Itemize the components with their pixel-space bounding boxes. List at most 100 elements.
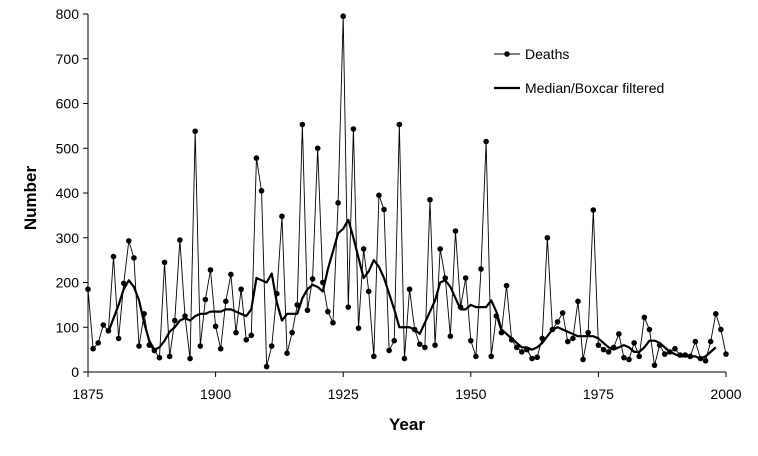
deaths-data-point	[126, 238, 132, 244]
deaths-data-point	[335, 200, 341, 206]
deaths-data-point	[626, 356, 632, 363]
deaths-data-point	[503, 282, 510, 289]
deaths-data-point	[661, 351, 668, 357]
deaths-data-point	[304, 307, 311, 314]
deaths-data-point	[314, 145, 321, 152]
y-axis-title: Number	[21, 166, 40, 231]
deaths-data-point	[600, 346, 607, 353]
x-tick-label: 1975	[583, 386, 614, 402]
deaths-data-point	[115, 335, 122, 342]
y-axis: 0 100 200 300 400 500 600 700 800	[56, 6, 88, 380]
deaths-data-point	[365, 288, 372, 295]
deaths-data-point	[616, 331, 622, 337]
y-tick-label: 800	[56, 6, 80, 22]
deaths-data-point	[110, 253, 117, 260]
deaths-data-point	[580, 356, 586, 363]
deaths-data-point	[182, 313, 188, 319]
deaths-data-point	[452, 228, 459, 234]
x-tick-label: 1925	[328, 386, 359, 402]
deaths-data-point	[427, 196, 433, 203]
deaths-data-point	[228, 271, 234, 278]
deaths-data-point	[166, 353, 173, 360]
x-tick-label: 2000	[710, 386, 741, 402]
deaths-data-point	[447, 333, 454, 340]
deaths-data-point	[590, 207, 597, 213]
deaths-data-point	[437, 246, 443, 252]
deaths-data-point	[646, 326, 653, 333]
deaths-data-point	[718, 326, 724, 333]
deaths-data-point	[702, 358, 709, 364]
deaths-data-point	[529, 355, 535, 362]
deaths-data-point	[559, 310, 566, 316]
deaths-data-point	[575, 298, 581, 305]
x-tick-label: 1900	[200, 386, 231, 402]
deaths-data-point	[263, 363, 270, 370]
y-tick-label: 100	[56, 319, 80, 335]
deaths-data-point	[258, 187, 265, 194]
filtered-series-line	[107, 218, 717, 360]
deaths-data-point	[636, 353, 643, 360]
deaths-data-point	[309, 276, 316, 282]
deaths-data-point	[243, 336, 250, 343]
deaths-data-point	[253, 155, 260, 161]
deaths-data-point	[90, 345, 96, 352]
deaths-data-point	[651, 362, 658, 369]
y-tick-label: 400	[56, 185, 80, 201]
deaths-data-point	[605, 349, 612, 355]
legend-label-filtered: Median/Boxcar filtered	[525, 80, 664, 96]
deaths-data-point	[207, 267, 214, 273]
deaths-data-point	[381, 206, 387, 213]
deaths-data-point	[570, 335, 576, 342]
x-tick-label: 1875	[72, 386, 103, 402]
series-layer	[85, 13, 729, 370]
deaths-data-point	[564, 338, 571, 345]
deaths-data-point	[340, 13, 347, 20]
y-tick-label: 200	[56, 275, 80, 291]
deaths-data-point	[692, 338, 699, 345]
x-tick-label: 1950	[455, 386, 486, 402]
deaths-data-point	[432, 342, 438, 348]
deaths-series-line	[87, 16, 727, 367]
deaths-data-point	[202, 296, 209, 303]
deaths-data-point	[192, 128, 198, 135]
deaths-data-point	[712, 311, 719, 317]
deaths-data-point	[330, 319, 336, 326]
deaths-data-point	[422, 344, 428, 351]
deaths-data-point	[212, 323, 219, 330]
deaths-data-point	[187, 355, 193, 362]
deaths-data-point	[100, 322, 107, 328]
y-tick-label: 300	[56, 230, 80, 246]
deaths-data-point	[396, 121, 403, 128]
legend: Deaths Median/Boxcar filtered	[494, 46, 664, 96]
deaths-data-point	[279, 213, 285, 220]
deaths-data-point	[360, 246, 367, 252]
deaths-data-point	[156, 354, 163, 361]
deaths-data-point	[462, 275, 469, 281]
y-tick-label: 600	[56, 96, 80, 112]
legend-label-deaths: Deaths	[525, 46, 569, 62]
deaths-data-point	[95, 340, 102, 346]
deaths-data-point	[355, 325, 362, 331]
deaths-data-point	[672, 345, 678, 352]
deaths-data-point	[554, 319, 561, 325]
deaths-data-point	[416, 341, 423, 348]
y-tick-label: 700	[56, 51, 80, 67]
deaths-data-point	[248, 332, 255, 339]
deaths-data-point	[223, 298, 229, 305]
deaths-data-point	[406, 286, 413, 293]
deaths-data-point	[177, 237, 183, 243]
deaths-data-point	[631, 340, 637, 346]
deaths-data-point	[345, 304, 352, 310]
legend-deaths-marker	[504, 51, 510, 57]
x-axis: 1875 1900 1925 1950 1975 2000	[72, 372, 742, 402]
deaths-data-point	[217, 345, 224, 352]
deaths-data-point	[161, 259, 168, 266]
deaths-data-point	[595, 342, 602, 348]
deaths-data-point	[707, 338, 714, 345]
deaths-data-point	[401, 355, 408, 362]
deaths-data-point	[131, 255, 137, 261]
deaths-data-point	[473, 353, 479, 360]
deaths-data-point	[488, 353, 495, 360]
deaths-data-point	[585, 329, 591, 336]
deaths-data-point	[468, 337, 474, 344]
